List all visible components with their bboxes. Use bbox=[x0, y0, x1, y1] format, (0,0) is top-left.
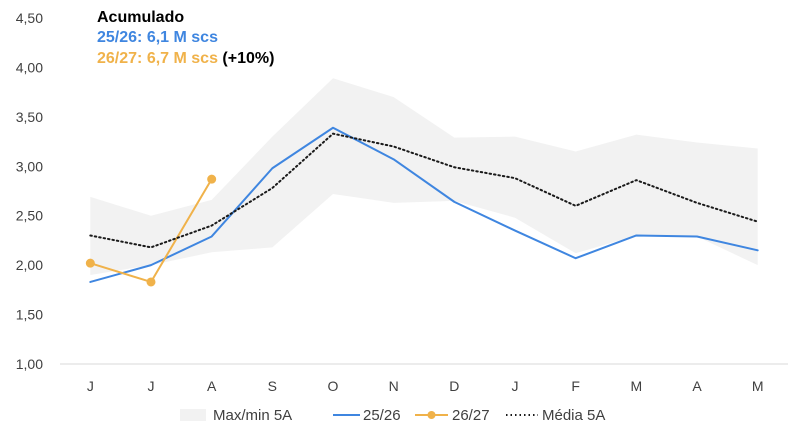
x-tick-label: D bbox=[449, 378, 459, 394]
x-tick-label: O bbox=[328, 378, 339, 394]
annotation-title: Acumulado bbox=[97, 9, 184, 26]
band-layer bbox=[90, 78, 758, 276]
series-line-m-dia-5a bbox=[89, 132, 759, 249]
y-tick-label: 4,00 bbox=[16, 59, 43, 75]
legend-swatch-band bbox=[180, 409, 206, 421]
annotation-line-2-suffix: (+10%) bbox=[222, 50, 274, 67]
x-tick-label: J bbox=[512, 378, 519, 394]
series-line-25-26 bbox=[89, 126, 759, 283]
point-26-27 bbox=[207, 174, 217, 184]
point-26-27 bbox=[85, 258, 95, 268]
legend-label-media-5a: Média 5A bbox=[542, 407, 605, 424]
x-tick-label: F bbox=[571, 378, 580, 394]
y-tick-label: 3,00 bbox=[16, 158, 43, 174]
x-tick-label: M bbox=[752, 378, 764, 394]
legend-label-band: Max/min 5A bbox=[213, 407, 292, 424]
x-tick-label: M bbox=[630, 378, 642, 394]
annotation: Acumulado 25/26: 6,1 M scs 26/27: 6,7 M … bbox=[97, 9, 274, 67]
x-tick-label: J bbox=[148, 378, 155, 394]
y-tick-label: 2,00 bbox=[16, 257, 43, 273]
y-tick-label: 3,50 bbox=[16, 109, 43, 125]
y-tick-label: 2,50 bbox=[16, 208, 43, 224]
x-tick-label: S bbox=[268, 378, 277, 394]
x-tick-label: A bbox=[207, 378, 217, 394]
x-tick-label: J bbox=[87, 378, 94, 394]
legend: Max/min 5A 25/26 26/27 Média 5A bbox=[180, 407, 605, 424]
legend-label-25-26: 25/26 bbox=[363, 407, 401, 424]
x-tick-label: A bbox=[692, 378, 702, 394]
annotation-line-2: 26/27: 6,7 M scs (+10%) bbox=[97, 50, 274, 67]
y-tick-label: 4,50 bbox=[16, 10, 43, 26]
annotation-line-2-main: 26/27: 6,7 M scs bbox=[97, 50, 222, 67]
legend-marker-26-27 bbox=[427, 411, 436, 419]
x-tick-label: N bbox=[389, 378, 399, 394]
annotation-line-1: 25/26: 6,1 M scs bbox=[97, 29, 218, 46]
series-layer bbox=[85, 126, 759, 287]
point-26-27 bbox=[146, 277, 156, 287]
legend-label-26-27: 26/27 bbox=[452, 407, 490, 424]
axis-layer: 1,00 1,50 2,00 2,50 3,00 3,50 4,00 4,50 J J A S O N D J… bbox=[16, 10, 788, 394]
y-tick-label: 1,50 bbox=[16, 307, 43, 323]
band-max-min-area bbox=[90, 78, 758, 276]
y-tick-label: 1,00 bbox=[16, 356, 43, 372]
